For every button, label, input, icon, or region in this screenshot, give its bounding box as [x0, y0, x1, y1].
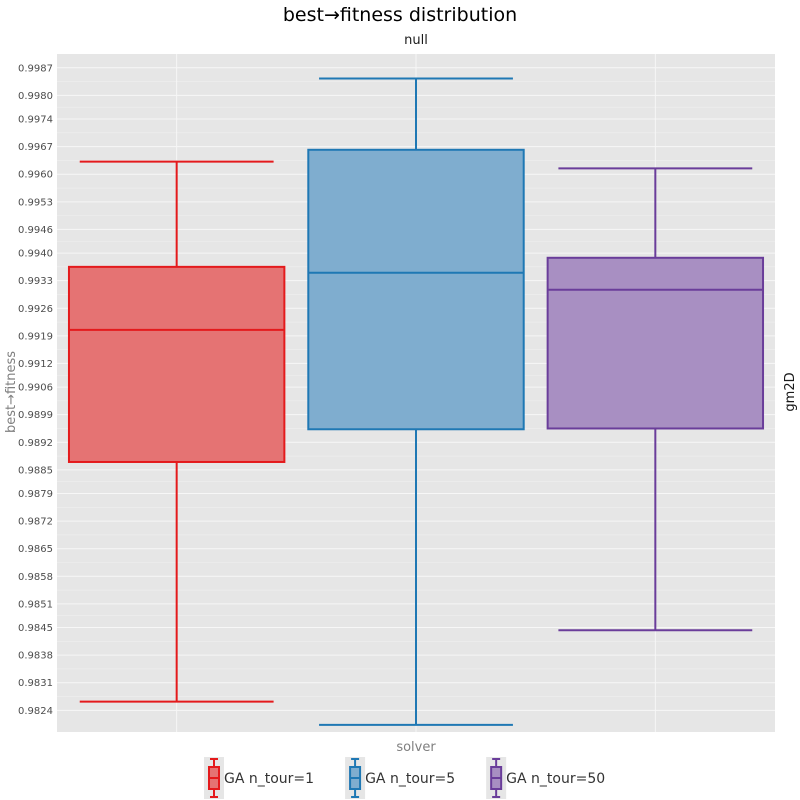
- box-layer: [67, 77, 765, 726]
- legend-label: GA n_tour=5: [365, 771, 455, 787]
- iqr-box: [307, 148, 525, 431]
- y-tick-label: 0.9885: [18, 465, 53, 476]
- y-axis-title: best→fitness: [4, 351, 19, 433]
- y-tick-label: 0.9960: [18, 170, 53, 181]
- y-tick-label: 0.9872: [18, 517, 53, 528]
- y-tick-label: 0.9926: [18, 304, 53, 315]
- y-axis-ticks: 0.9824 0.9831 0.9838 0.9845 0.9851 0.9858 0.98…: [18, 63, 53, 717]
- y-tick-label: 0.9824: [18, 706, 53, 717]
- facet-strip-label: gm2D: [783, 372, 798, 411]
- iqr-box: [67, 265, 286, 463]
- box-series: [546, 167, 765, 632]
- box-series: [67, 160, 286, 703]
- y-tick-label: 0.9953: [18, 197, 53, 208]
- y-tick-label: 0.9831: [18, 678, 53, 689]
- y-tick-label: 0.9987: [18, 63, 53, 74]
- box-series: [307, 77, 525, 726]
- legend-label: GA n_tour=1: [224, 771, 314, 787]
- y-tick-label: 0.9919: [18, 331, 53, 342]
- iqr-box: [546, 256, 765, 430]
- y-tick-label: 0.9892: [18, 438, 53, 449]
- y-tick-label: 0.9845: [18, 623, 53, 634]
- y-tick-label: 0.9940: [18, 249, 53, 260]
- y-tick-label: 0.9858: [18, 572, 53, 583]
- y-tick-label: 0.9838: [18, 651, 53, 662]
- y-tick-label: 0.9851: [18, 599, 53, 610]
- y-tick-label: 0.9974: [18, 115, 53, 126]
- legend-item: GA n_tour=50: [486, 757, 605, 799]
- y-tick-label: 0.9879: [18, 489, 53, 500]
- y-tick-label: 0.9946: [18, 225, 53, 236]
- y-tick-label: 0.9899: [18, 410, 53, 421]
- y-tick-label: 0.9967: [18, 142, 53, 153]
- y-tick-label: 0.9980: [18, 91, 53, 102]
- chart-subtitle: null: [404, 33, 428, 48]
- y-tick-label: 0.9865: [18, 544, 53, 555]
- legend-label: GA n_tour=50: [506, 771, 605, 787]
- y-tick-label: 0.9906: [18, 383, 53, 394]
- chart-title: best→fitness distribution: [283, 4, 517, 26]
- y-tick-label: 0.9912: [18, 359, 53, 370]
- legend-item: GA n_tour=5: [345, 757, 455, 799]
- x-axis-title: solver: [396, 740, 436, 755]
- y-tick-label: 0.9933: [18, 276, 53, 287]
- legend: GA n_tour=1 GA n_tour=5 GA n_tour=50: [204, 757, 605, 799]
- legend-item: GA n_tour=1: [204, 757, 314, 799]
